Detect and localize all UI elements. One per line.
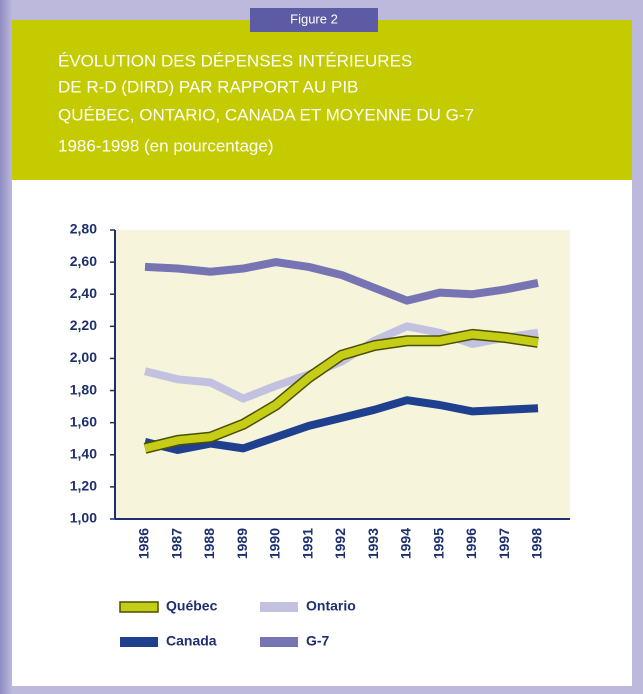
title-line: DE R-D (DIRD) PAR RAPPORT AU PIB	[58, 77, 358, 96]
x-tick-label: 1996	[463, 528, 479, 559]
x-tick-label: 1991	[299, 528, 315, 559]
x-tick-label: 1998	[529, 528, 545, 559]
title-line: QUÉBEC, ONTARIO, CANADA ET MOYENNE DU G-…	[58, 105, 474, 124]
figure-label: Figure 2	[290, 11, 338, 26]
line	[144, 258, 539, 305]
y-tick-label: 1,60	[70, 413, 97, 429]
y-tick-label: 1,00	[70, 510, 97, 526]
x-tick-label: 1994	[398, 528, 414, 559]
x-tick-label: 1987	[168, 528, 184, 559]
y-tick-label: 2,00	[70, 349, 97, 365]
y-tick-label: 1,40	[70, 445, 97, 461]
x-tick-label: 1995	[430, 528, 446, 559]
title-line: ÉVOLUTION DES DÉPENSES INTÉRIEURES	[58, 51, 412, 70]
x-tick-label: 1993	[365, 528, 381, 559]
legend-swatch	[120, 637, 158, 647]
legend-swatch	[260, 637, 298, 647]
figure-tab	[250, 8, 378, 32]
legend-swatch	[260, 602, 298, 612]
y-tick-label: 2,60	[70, 253, 97, 269]
y-tick-label: 2,80	[70, 221, 97, 237]
x-tick-label: 1992	[332, 528, 348, 559]
title-line: 1986-1998 (en pourcentage)	[58, 136, 274, 155]
header	[12, 20, 632, 180]
y-tick-label: 1,80	[70, 381, 97, 397]
y-tick-label: 1,20	[70, 478, 97, 494]
x-tick-label: 1986	[136, 528, 152, 559]
legend-label: Québec	[166, 598, 218, 614]
x-tick-label: 1988	[201, 528, 217, 559]
x-tick-label: 1990	[267, 528, 283, 559]
legend-label: Ontario	[306, 598, 356, 614]
frame-edge	[0, 0, 12, 694]
x-tick-label: 1997	[496, 528, 512, 559]
line	[144, 330, 539, 453]
y-tick-label: 2,20	[70, 317, 97, 333]
line	[144, 396, 539, 454]
legend-swatch	[119, 601, 159, 613]
legend-label: Canada	[166, 633, 217, 649]
x-tick-label: 1989	[234, 528, 250, 559]
y-tick-label: 2,40	[70, 285, 97, 301]
legend-label: G-7	[306, 633, 330, 649]
